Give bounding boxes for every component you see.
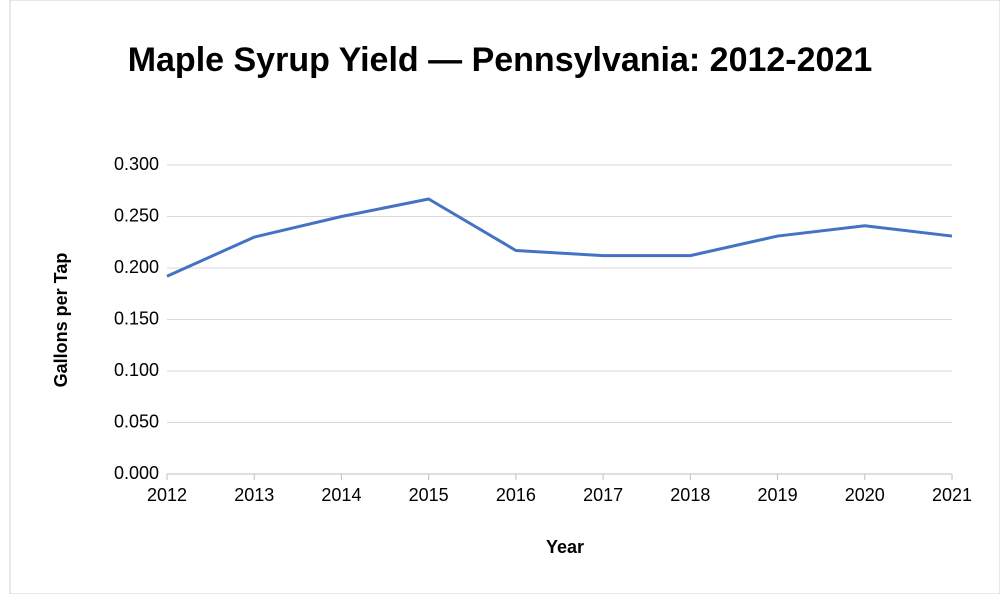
y-axis-label: Gallons per Tap bbox=[51, 253, 71, 388]
chart-title: Maple Syrup Yield — Pennsylvania: 2012-2… bbox=[127, 41, 873, 79]
x-tick-label: 2012 bbox=[147, 485, 187, 505]
x-tick-label: 2017 bbox=[583, 485, 623, 505]
x-tick-label: 2021 bbox=[932, 485, 972, 505]
y-tick-label: 0.150 bbox=[114, 308, 159, 328]
x-tick-label: 2019 bbox=[758, 485, 798, 505]
x-tick-label: 2014 bbox=[321, 485, 361, 505]
y-tick-label: 0.250 bbox=[114, 205, 159, 225]
x-tick-label: 2013 bbox=[234, 485, 274, 505]
y-tick-label: 0.300 bbox=[114, 154, 159, 174]
y-tick-label: 0.050 bbox=[114, 411, 159, 431]
x-tick-label: 2020 bbox=[845, 485, 885, 505]
x-tick-label: 2018 bbox=[670, 485, 710, 505]
y-tick-label: 0.100 bbox=[114, 360, 159, 380]
x-tick-label: 2016 bbox=[496, 485, 536, 505]
data-line bbox=[166, 197, 953, 278]
chart-border bbox=[9, 0, 1000, 594]
y-tick-label: 0.200 bbox=[114, 257, 159, 277]
y-tick-label: 0.000 bbox=[114, 463, 159, 483]
x-axis-label: Year bbox=[546, 537, 584, 557]
x-tick-label: 2015 bbox=[409, 485, 449, 505]
